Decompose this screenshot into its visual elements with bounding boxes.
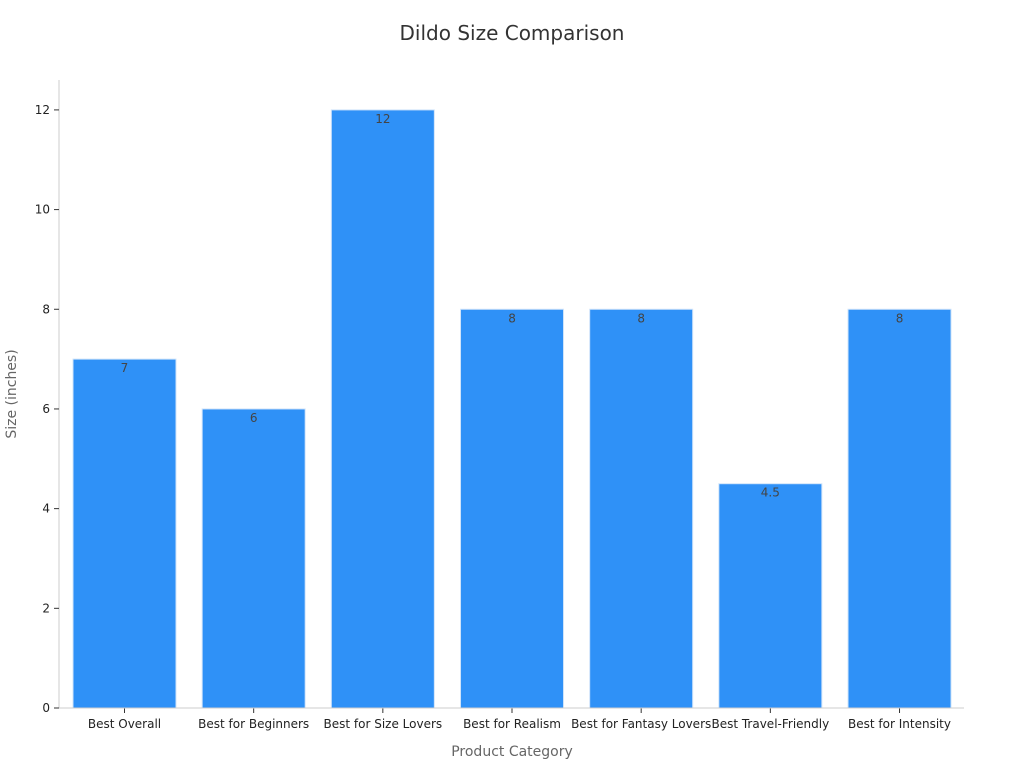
data-label-5: 4.5 <box>761 486 780 500</box>
chart-title: Dildo Size Comparison <box>400 21 625 45</box>
y-tick-label-6: 12 <box>35 103 50 117</box>
bar-6 <box>847 308 952 709</box>
x-tick-label-0: Best Overall <box>88 717 161 731</box>
bar-0 <box>72 358 177 709</box>
y-tick-label-5: 10 <box>35 203 50 217</box>
y-tick-label-2: 4 <box>42 502 50 516</box>
bar-4 <box>589 308 694 709</box>
bars-group: 7 6 12 8 8 4.5 8 <box>72 109 952 709</box>
x-tick-label-1: Best for Beginners <box>198 717 309 731</box>
x-axis-label: Product Category <box>451 744 573 760</box>
data-label-2: 12 <box>375 112 390 126</box>
y-tick-label-0: 0 <box>42 701 50 715</box>
data-label-1: 6 <box>250 411 258 425</box>
x-tick-label-5: Best Travel-Friendly <box>711 717 829 731</box>
y-tick-label-4: 8 <box>42 302 50 316</box>
bar-1 <box>201 408 306 709</box>
data-label-4: 8 <box>637 311 645 325</box>
y-tick-label-1: 2 <box>42 601 50 615</box>
data-label-6: 8 <box>896 311 904 325</box>
y-axis-label: Size (inches) <box>4 349 20 438</box>
bar-5 <box>718 483 823 709</box>
y-tick-label-3: 6 <box>42 402 50 416</box>
x-tick-label-2: Best for Size Lovers <box>324 717 443 731</box>
x-tick-label-6: Best for Intensity <box>848 717 951 731</box>
data-label-3: 8 <box>508 311 516 325</box>
data-label-0: 7 <box>121 361 129 375</box>
bar-3 <box>460 308 565 709</box>
axes-group: Best Overall Best for Beginners Best for S… <box>35 80 964 731</box>
bar-2 <box>330 109 435 709</box>
x-tick-label-3: Best for Realism <box>463 717 561 731</box>
x-tick-label-4: Best for Fantasy Lovers <box>571 717 711 731</box>
